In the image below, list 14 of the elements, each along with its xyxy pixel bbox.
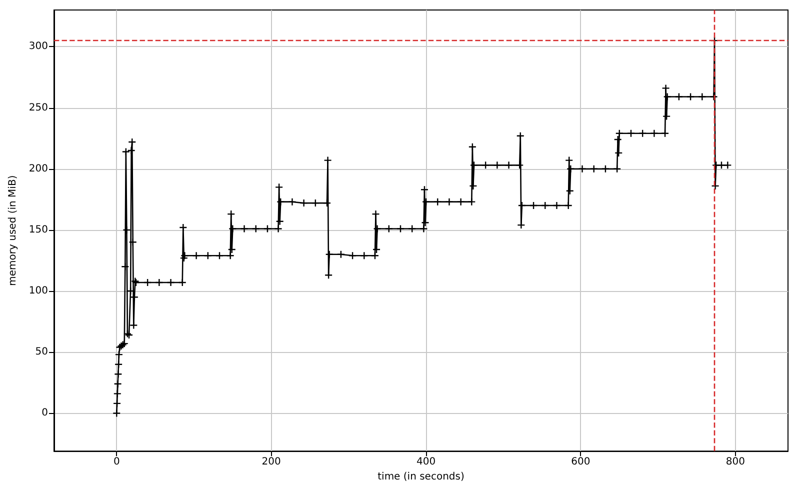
x-axis-title: time (in seconds) (378, 472, 464, 482)
y-tick-label: 250 (28, 102, 48, 114)
y-tick-label: 100 (28, 286, 48, 297)
y-tick-label: 300 (28, 41, 48, 52)
x-tick-label: 400 (416, 456, 436, 468)
x-tick-label: 0 (113, 456, 120, 468)
y-tick-label: 150 (28, 224, 48, 236)
y-tick-label: 50 (35, 346, 48, 358)
x-tick-label: 600 (571, 456, 590, 468)
x-tick-label: 200 (262, 456, 281, 468)
y-axis-title: memory used (in MiB) (8, 175, 18, 286)
y-tick-label: 200 (28, 163, 48, 174)
y-tick-label: 0 (42, 408, 48, 419)
x-tick-label: 800 (726, 456, 745, 468)
